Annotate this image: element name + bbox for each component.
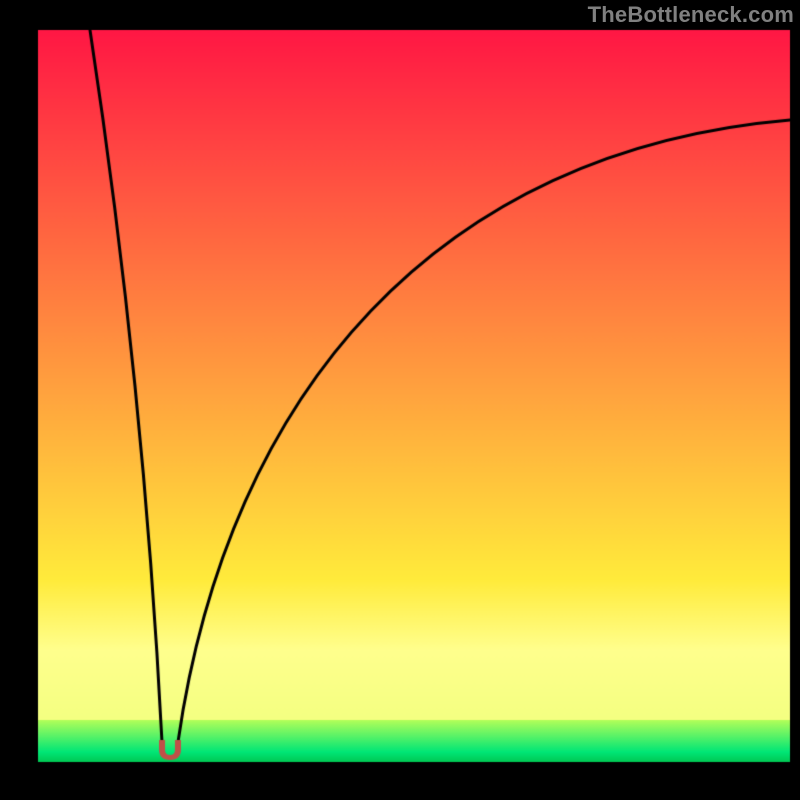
chart-container: TheBottleneck.com — [0, 0, 800, 800]
chart-background-canvas — [0, 0, 800, 800]
watermark-text: TheBottleneck.com — [588, 2, 794, 28]
